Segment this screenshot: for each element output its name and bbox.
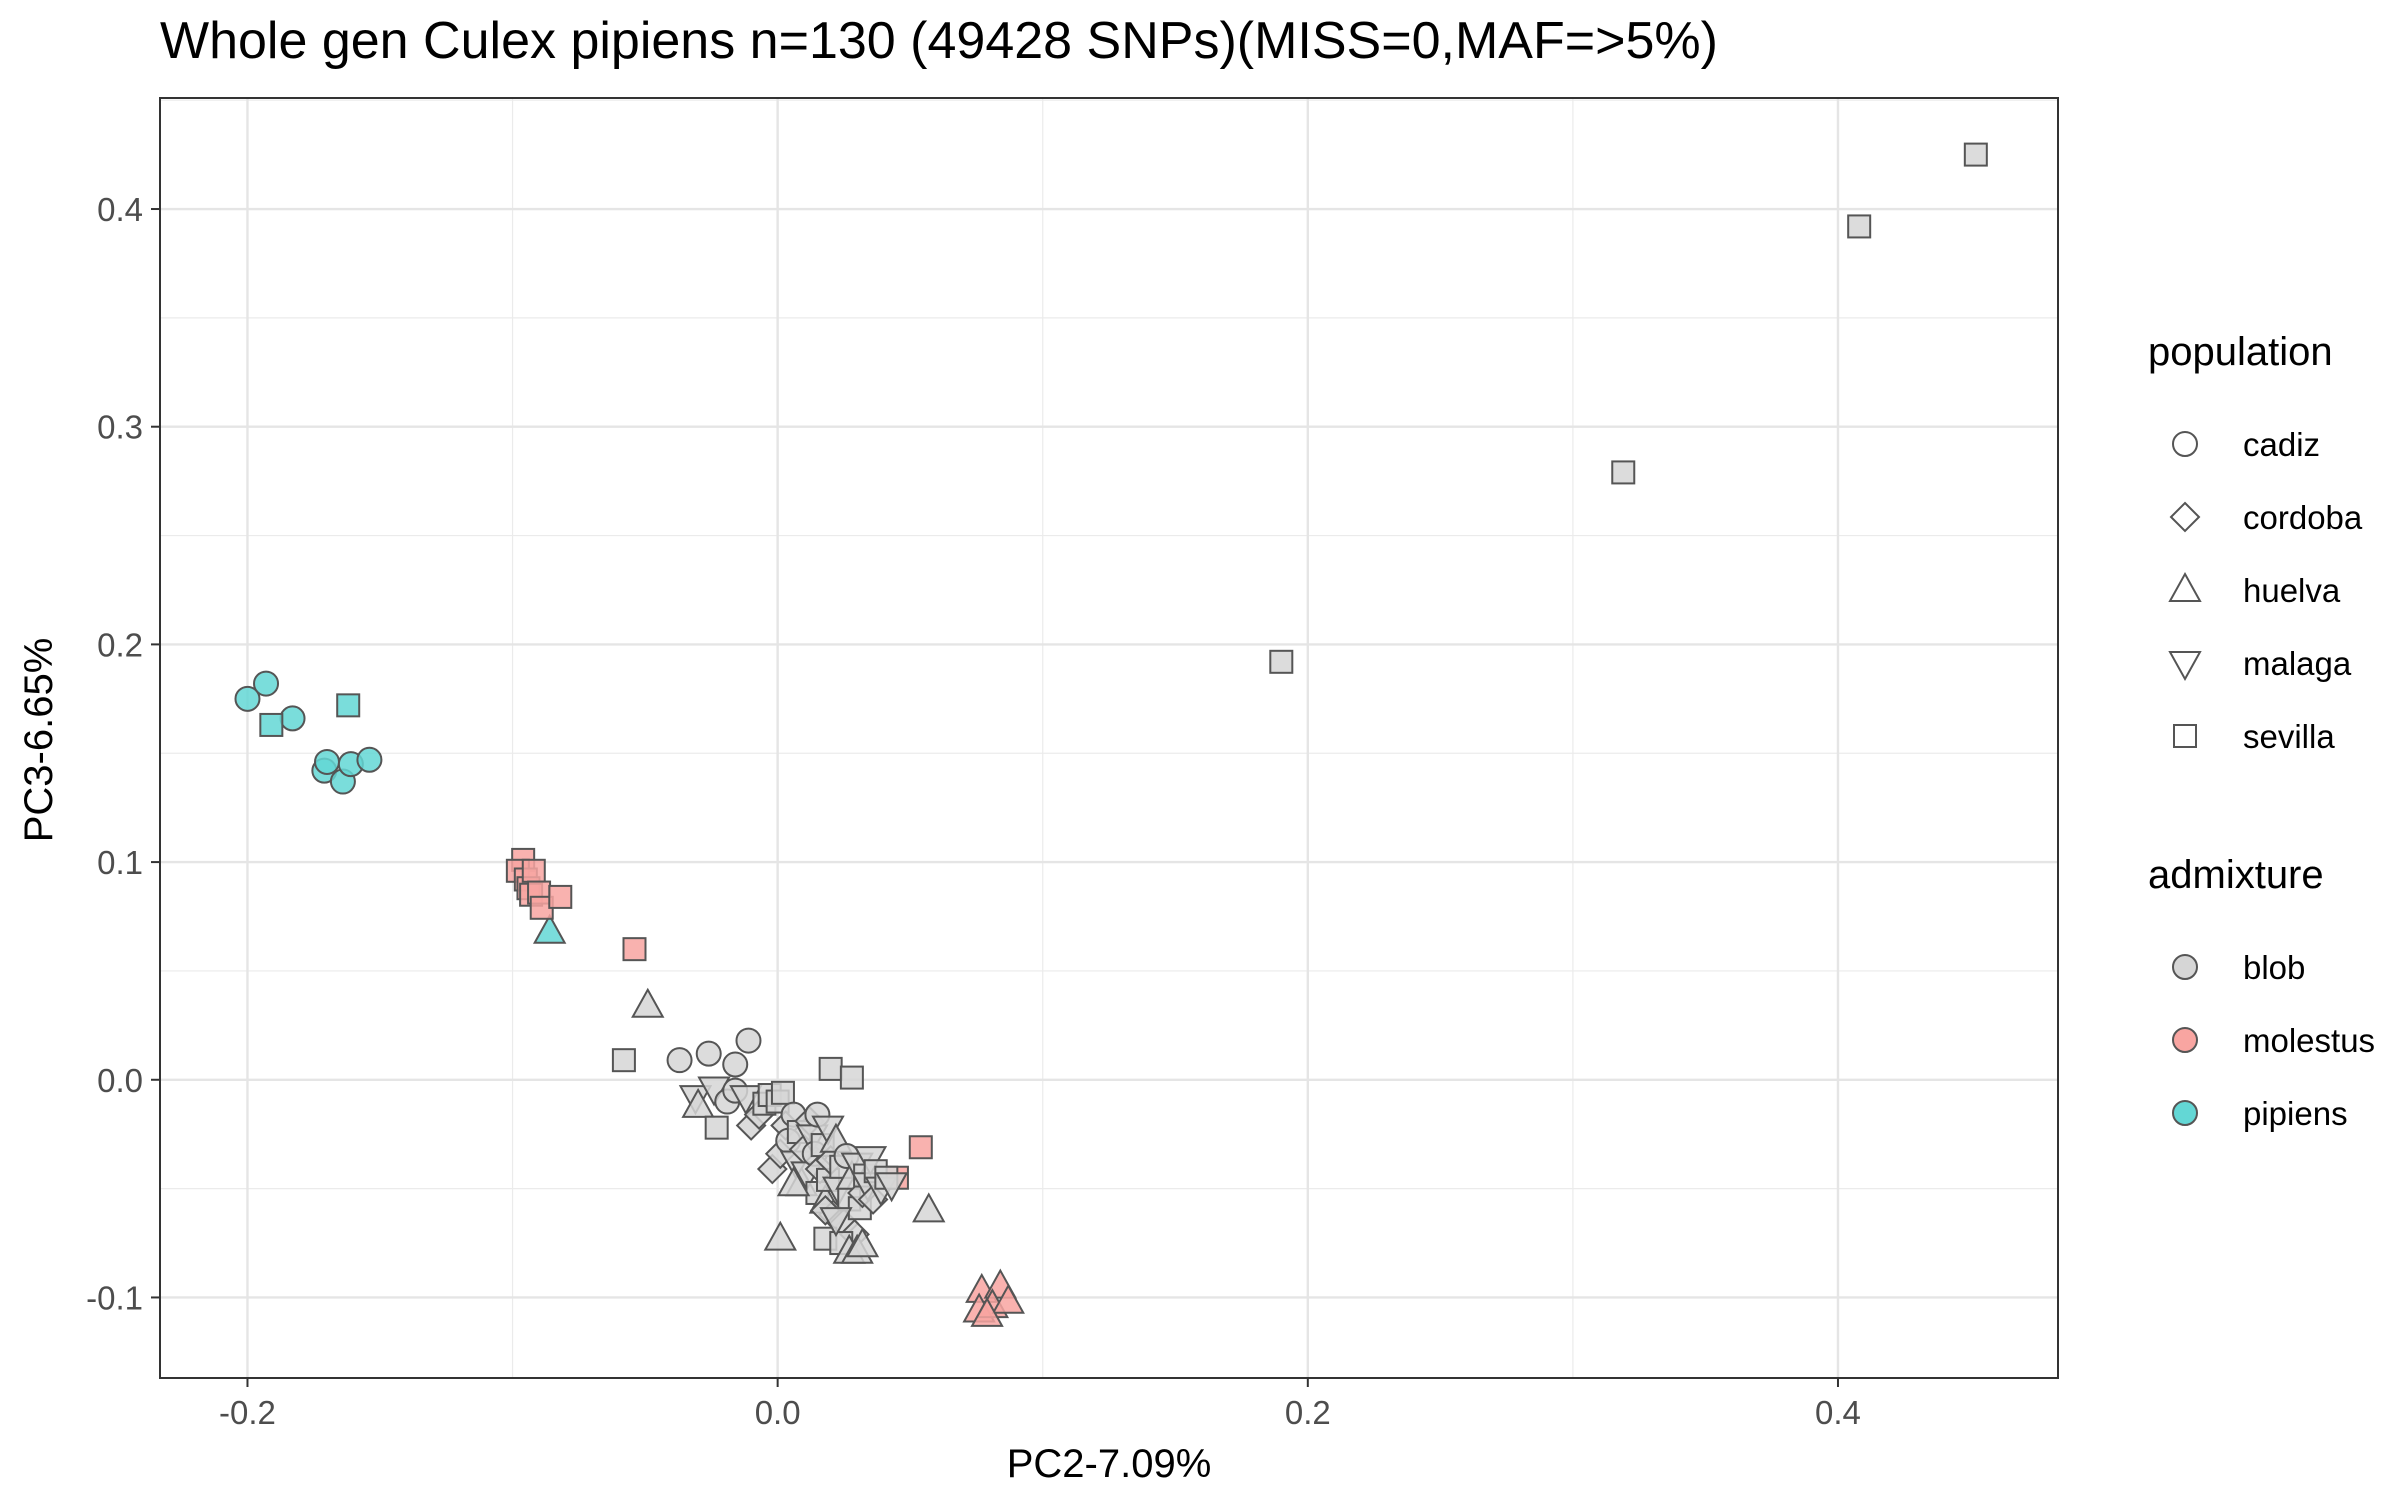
legend-label-blob: blob: [2243, 949, 2305, 986]
chart-title: Whole gen Culex pipiens n=130 (49428 SNP…: [160, 12, 1718, 70]
plot-panel-border: [159, 97, 2059, 1379]
point-sevilla-blob: [770, 1080, 795, 1105]
point-malaga-blob: [874, 1172, 909, 1203]
legend-label-cordoba: cordoba: [2243, 499, 2363, 536]
legend-label-pipiens: pipiens: [2243, 1095, 2348, 1132]
legend-key-malaga: [2168, 651, 2202, 682]
legend-label-molestus: molestus: [2243, 1022, 2375, 1059]
y-axis-title: PC3-6.65%: [17, 638, 61, 843]
legend-label-huelva: huelva: [2243, 572, 2341, 609]
legend-title-population: population: [2148, 330, 2333, 374]
y-tick-label: 0.3: [97, 409, 143, 446]
legend-key-molestus: [2172, 1027, 2198, 1053]
point-huelva-blob: [631, 987, 665, 1018]
point-huelva-pipiens: [532, 913, 567, 944]
point-huelva-molestus: [970, 1296, 1004, 1327]
point-sevilla-molestus: [908, 1135, 933, 1160]
point-cadiz-blob: [666, 1047, 693, 1074]
x-tick-label: 0.2: [1285, 1394, 1331, 1431]
point-huelva-blob: [681, 1087, 715, 1118]
point-sevilla-blob: [1847, 214, 1872, 239]
point-huelva-blob: [763, 1220, 797, 1251]
x-tick-label: -0.2: [219, 1394, 276, 1431]
legend-label-sevilla: sevilla: [2243, 718, 2335, 755]
legend-title-admixture: admixture: [2148, 853, 2324, 897]
point-sevilla-blob: [1963, 142, 1988, 167]
x-axis-ticks: -0.2 0.0 0.2 0.4: [219, 1378, 1861, 1431]
point-cadiz-pipiens: [234, 685, 261, 712]
point-sevilla-blob: [1269, 649, 1294, 674]
point-cadiz-blob: [695, 1040, 722, 1067]
y-tick-label: 0.1: [97, 844, 143, 881]
x-tick-label: 0.0: [755, 1394, 801, 1431]
legend-key-pipiens: [2172, 1100, 2198, 1126]
point-huelva-blob: [776, 1166, 811, 1197]
point-cadiz-blob: [735, 1027, 762, 1054]
y-tick-label: 0.0: [97, 1062, 143, 1099]
y-tick-label: -0.1: [86, 1279, 143, 1316]
point-cadiz-pipiens: [356, 746, 383, 773]
y-axis-ticks: -0.1 0.0 0.1 0.2 0.3 0.4: [86, 191, 160, 1316]
point-malaga-blob: [819, 1207, 853, 1238]
legend-label-cadiz: cadiz: [2243, 426, 2320, 463]
y-tick-label: 0.4: [97, 191, 143, 228]
point-sevilla-pipiens: [336, 693, 361, 718]
point-huelva-blob: [912, 1192, 946, 1223]
grid-lines: [160, 98, 2058, 1378]
legend-key-cordoba: [2169, 501, 2201, 533]
point-sevilla-pipiens: [259, 712, 284, 737]
y-tick-label: 0.2: [97, 626, 143, 663]
point-sevilla-blob: [839, 1065, 864, 1090]
legend-key-blob: [2172, 954, 2198, 980]
point-sevilla-molestus: [622, 937, 647, 962]
legend-key-cadiz: [2172, 431, 2198, 457]
legend-key-sevilla: [2173, 724, 2197, 748]
data-points: [234, 142, 1988, 1327]
point-sevilla-molestus: [521, 858, 546, 883]
point-cadiz-blob: [722, 1051, 749, 1078]
point-huelva-blob: [845, 1227, 880, 1258]
x-axis-title: PC2-7.09%: [1007, 1442, 1212, 1486]
x-tick-label: 0.4: [1815, 1394, 1861, 1431]
point-huelva-molestus: [991, 1283, 1025, 1314]
point-sevilla-blob: [704, 1115, 729, 1140]
point-sevilla-blob: [1611, 460, 1636, 485]
point-sevilla-blob: [818, 1056, 843, 1081]
legend-key-huelva: [2168, 571, 2202, 602]
point-cadiz-pipiens: [279, 705, 306, 732]
point-cadiz-pipiens: [314, 748, 341, 775]
point-cadiz-pipiens: [253, 670, 280, 697]
legend: population cadiz cordoba huelva malaga sevill…: [2148, 330, 2375, 1132]
legend-label-malaga: malaga: [2243, 645, 2352, 682]
point-sevilla-molestus: [548, 884, 573, 909]
point-sevilla-blob: [611, 1048, 636, 1073]
